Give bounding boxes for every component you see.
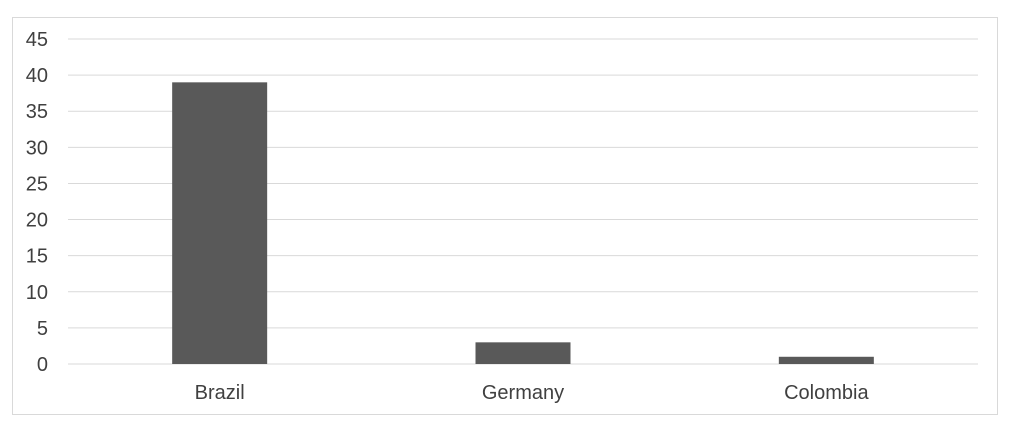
- y-tick-label: 15: [26, 246, 48, 268]
- y-tick-label: 35: [26, 101, 48, 123]
- x-axis-labels: Brazil Germany Colombia: [195, 382, 870, 404]
- x-category-label: Germany: [482, 382, 564, 404]
- y-tick-label: 0: [37, 354, 48, 376]
- bars: [172, 82, 874, 364]
- bar-germany: [475, 342, 571, 364]
- y-axis-ticks: 0 5 10 15 20 25 30 35 40 45: [26, 29, 48, 376]
- y-tick-label: 10: [26, 282, 48, 304]
- y-tick-label: 5: [37, 318, 48, 340]
- y-tick-label: 30: [26, 137, 48, 159]
- y-tick-label: 20: [26, 210, 48, 232]
- x-category-label: Colombia: [784, 382, 869, 404]
- bar-brazil: [172, 82, 268, 364]
- x-category-label: Brazil: [195, 382, 245, 404]
- bar-colombia: [778, 356, 874, 364]
- y-tick-label: 40: [26, 65, 48, 87]
- y-tick-label: 25: [26, 173, 48, 195]
- y-tick-label: 45: [26, 29, 48, 51]
